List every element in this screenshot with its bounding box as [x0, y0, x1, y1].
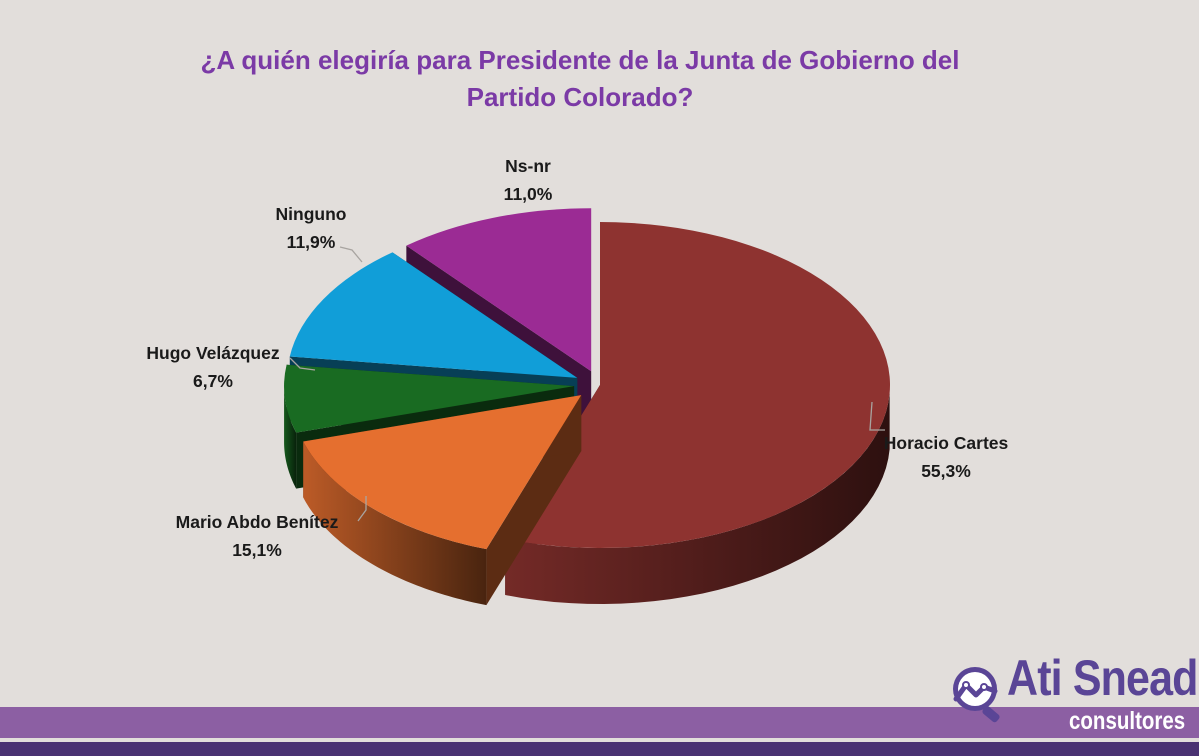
- label-hugo-velazquez: Hugo Velázquez 6,7%: [146, 343, 279, 391]
- label-hugo-velazquez-name: Hugo Velázquez: [146, 343, 279, 363]
- label-ns-nr: Ns-nr 11,0%: [504, 156, 553, 204]
- chart-title-line-1: ¿A quién elegiría para Presidente de la …: [200, 45, 960, 75]
- chart-title-line-2: Partido Colorado?: [466, 82, 694, 112]
- label-ninguno-name: Ninguno: [276, 204, 347, 224]
- brand-name: Ati Snead: [1007, 650, 1198, 706]
- leader-line-mario-abdo-benitez: [357, 496, 367, 522]
- slice-mario-abdo-benitez-top: [303, 395, 582, 550]
- slice-ninguno-top: [289, 252, 578, 378]
- pie-chart: Horacio Cartes 55,3% Mario Abdo Benítez 15,…: [146, 156, 1009, 606]
- slice-ns-nr-top: [406, 208, 592, 372]
- label-horacio-cartes-value: 55,3%: [921, 461, 971, 481]
- label-horacio-cartes-name: Horacio Cartes: [884, 433, 1009, 453]
- label-ninguno: Ninguno 11,9%: [276, 204, 347, 252]
- leader-line-ninguno: [339, 246, 363, 263]
- label-mario-abdo-benitez-name: Mario Abdo Benítez: [176, 512, 339, 532]
- slice-hugo-velazquez-top: [284, 364, 575, 433]
- label-hugo-velazquez-value: 6,7%: [193, 371, 233, 391]
- slice-mario-abdo-benitez: [303, 395, 582, 606]
- label-ns-nr-name: Ns-nr: [505, 156, 551, 176]
- label-mario-abdo-benitez: Mario Abdo Benítez 15,1%: [176, 512, 339, 560]
- leader-lines: [289, 246, 885, 522]
- slice-labels: Horacio Cartes 55,3% Mario Abdo Benítez 15,…: [146, 156, 1008, 560]
- slice-horacio-cartes-rim: [505, 393, 890, 604]
- brand-logo: Ati Snead consultores: [945, 650, 1198, 745]
- leader-line-horacio-cartes: [869, 401, 885, 431]
- slice-mario-abdo-benitez-rim: [303, 441, 487, 606]
- magnifier-chart-icon: [953, 667, 1000, 723]
- label-ninguno-value: 11,9%: [287, 232, 336, 252]
- slice-horacio-cartes-top: [505, 222, 890, 548]
- brand-subtitle: consultores: [1069, 707, 1186, 735]
- footer-bar: [0, 707, 1199, 738]
- pie-slices: [284, 208, 890, 606]
- label-horacio-cartes: Horacio Cartes 55,3%: [884, 433, 1009, 481]
- footer-line: [0, 742, 1199, 756]
- slice-hugo-velazquez-rim: [284, 386, 297, 489]
- label-mario-abdo-benitez-value: 15,1%: [232, 540, 282, 560]
- label-ns-nr-value: 11,0%: [504, 184, 553, 204]
- chart-title: ¿A quién elegiría para Presidente de la …: [0, 42, 1160, 116]
- leader-line-hugo-velazquez: [289, 357, 316, 371]
